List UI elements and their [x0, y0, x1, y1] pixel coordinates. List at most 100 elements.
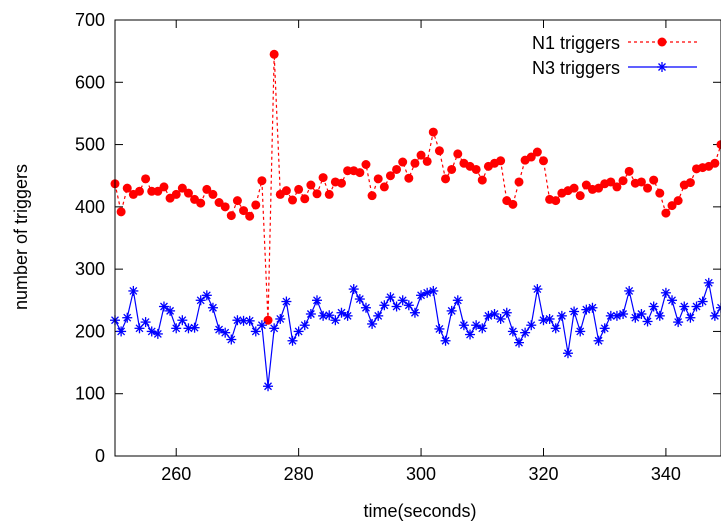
data-point [379, 182, 389, 192]
data-point [569, 183, 579, 193]
data-point [716, 302, 721, 313]
data-point [648, 301, 659, 312]
data-point [214, 324, 225, 335]
plot-frame [114, 19, 721, 457]
x-tick-label: 340 [651, 464, 681, 484]
data-point [165, 305, 176, 316]
data-point [226, 211, 236, 221]
data-point [275, 313, 286, 324]
data-point [709, 310, 720, 321]
data-point [446, 305, 457, 316]
data-point [312, 295, 322, 306]
data-point [606, 177, 616, 187]
y-tick-label: 100 [75, 384, 105, 404]
y-axis-label: number of triggers [11, 164, 31, 310]
legend-marker-n1 [657, 37, 667, 47]
data-point [667, 201, 677, 211]
data-point [299, 320, 310, 331]
data-point [397, 295, 408, 306]
data-point [306, 180, 316, 190]
x-tick-label: 280 [284, 464, 314, 484]
y-tick-label: 0 [95, 446, 105, 466]
data-point [324, 310, 335, 321]
data-point [220, 327, 231, 338]
data-point [569, 306, 580, 317]
series-n1-triggers [110, 49, 721, 325]
data-point [318, 173, 328, 183]
data-point [177, 183, 187, 193]
data-point [550, 323, 561, 334]
legend-label-n3: N3 triggers [532, 58, 620, 78]
x-tick-label: 300 [406, 464, 436, 484]
data-point [250, 326, 261, 337]
data-point [514, 177, 524, 187]
data-point [300, 194, 310, 204]
data-point [403, 300, 414, 311]
data-point [556, 310, 567, 321]
data-point [508, 199, 518, 209]
data-point [281, 296, 292, 307]
data-point [391, 301, 402, 312]
data-point [360, 302, 371, 313]
data-point [428, 285, 439, 296]
data-point [434, 146, 444, 156]
data-point [452, 295, 463, 306]
data-point [538, 156, 548, 166]
data-point [562, 348, 573, 359]
legend-marker-n3 [657, 62, 667, 72]
data-point [361, 160, 371, 170]
data-point [158, 301, 169, 312]
data-point [122, 312, 133, 323]
data-point [636, 308, 647, 319]
data-point [239, 206, 249, 216]
data-point [171, 323, 182, 334]
data-point [667, 295, 678, 306]
data-point [697, 296, 708, 307]
data-point [649, 175, 659, 185]
data-point [501, 307, 512, 318]
y-tick-label: 400 [75, 197, 105, 217]
x-axis-label: time(seconds) [363, 501, 476, 521]
data-point [244, 315, 255, 326]
data-point [716, 140, 721, 150]
data-point [287, 335, 298, 346]
data-point [440, 335, 451, 346]
data-point [385, 292, 396, 303]
data-point [232, 196, 242, 206]
data-point [140, 317, 151, 328]
data-point [532, 147, 542, 157]
data-point [354, 294, 365, 305]
data-point [447, 164, 457, 174]
data-point [195, 295, 206, 306]
data-point [587, 302, 598, 313]
data-point [202, 184, 212, 194]
data-point [305, 308, 316, 319]
data-point [441, 174, 451, 184]
data-point [392, 164, 402, 174]
data-point [373, 310, 384, 321]
legend: N1 triggers N3 triggers [532, 33, 697, 78]
data-point [660, 287, 671, 298]
data-point [673, 317, 684, 328]
data-point [630, 312, 641, 323]
data-point [477, 175, 487, 185]
data-point [526, 152, 536, 162]
data-point [643, 183, 653, 193]
data-point [367, 191, 377, 201]
data-point [207, 302, 218, 313]
data-point [673, 196, 683, 206]
data-point [410, 158, 420, 168]
data-point [618, 308, 629, 319]
data-point [636, 177, 646, 187]
y-tick-label: 500 [75, 135, 105, 155]
data-point [256, 320, 267, 331]
data-point [257, 176, 267, 186]
data-point [612, 182, 622, 192]
data-point [691, 301, 702, 312]
data-point [544, 313, 555, 324]
data-point [599, 323, 610, 334]
data-point [263, 315, 273, 325]
data-point [379, 300, 390, 311]
data-point [128, 285, 139, 296]
